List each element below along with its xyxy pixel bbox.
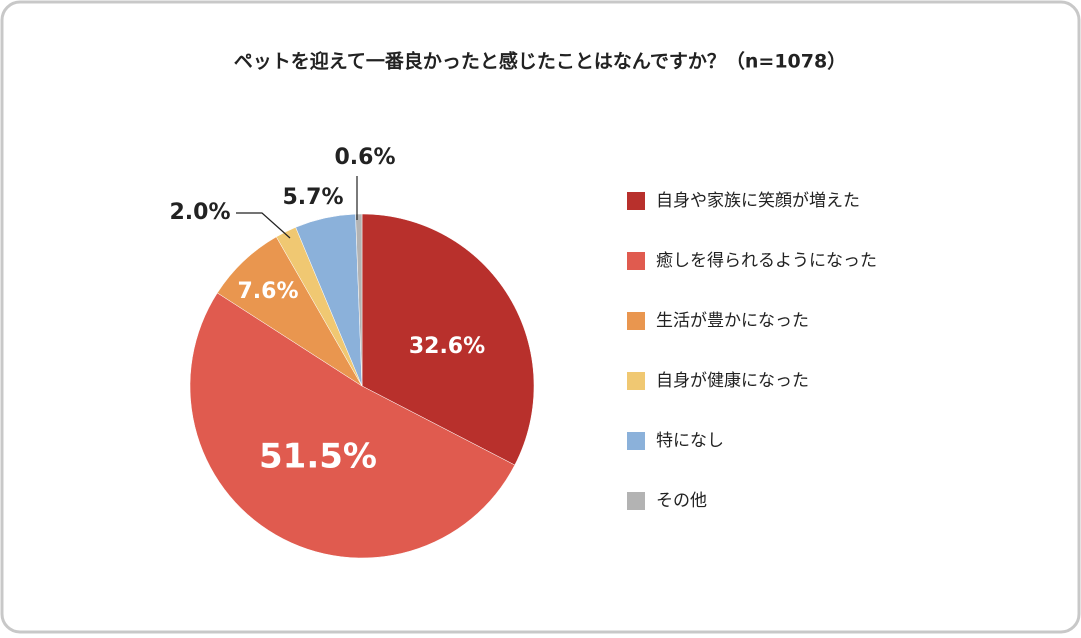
legend-label: 特になし: [656, 431, 724, 451]
legend-swatch: [627, 312, 645, 330]
data-label: 0.6%: [334, 145, 395, 170]
data-label: 5.7%: [282, 185, 343, 210]
pie-slice: [189, 292, 516, 559]
legend-swatch: [627, 372, 645, 390]
data-label: 7.6%: [237, 279, 298, 304]
pie-slice: [355, 213, 363, 387]
legend-label: 自身や家族に笑顔が増えた: [656, 191, 860, 211]
legend-label: 癒しを得られるようになった: [656, 251, 877, 271]
legend-swatch: [627, 192, 645, 210]
pie-slice: [361, 213, 535, 466]
data-label: 2.0%: [169, 200, 230, 225]
leader-line: [236, 212, 291, 239]
legend-swatch: [627, 252, 645, 270]
legend-label: 生活が豊かになった: [656, 311, 809, 331]
data-label: 51.5%: [259, 437, 377, 477]
legend-label: その他: [656, 491, 707, 511]
legend-label: 自身が健康になった: [656, 371, 809, 391]
legend-swatch: [627, 492, 645, 510]
chart-title: ペットを迎えて一番良かったと感じたことはなんですか？（n=1078）: [234, 50, 846, 73]
data-label: 32.6%: [409, 334, 485, 359]
legend-swatch: [627, 432, 645, 450]
